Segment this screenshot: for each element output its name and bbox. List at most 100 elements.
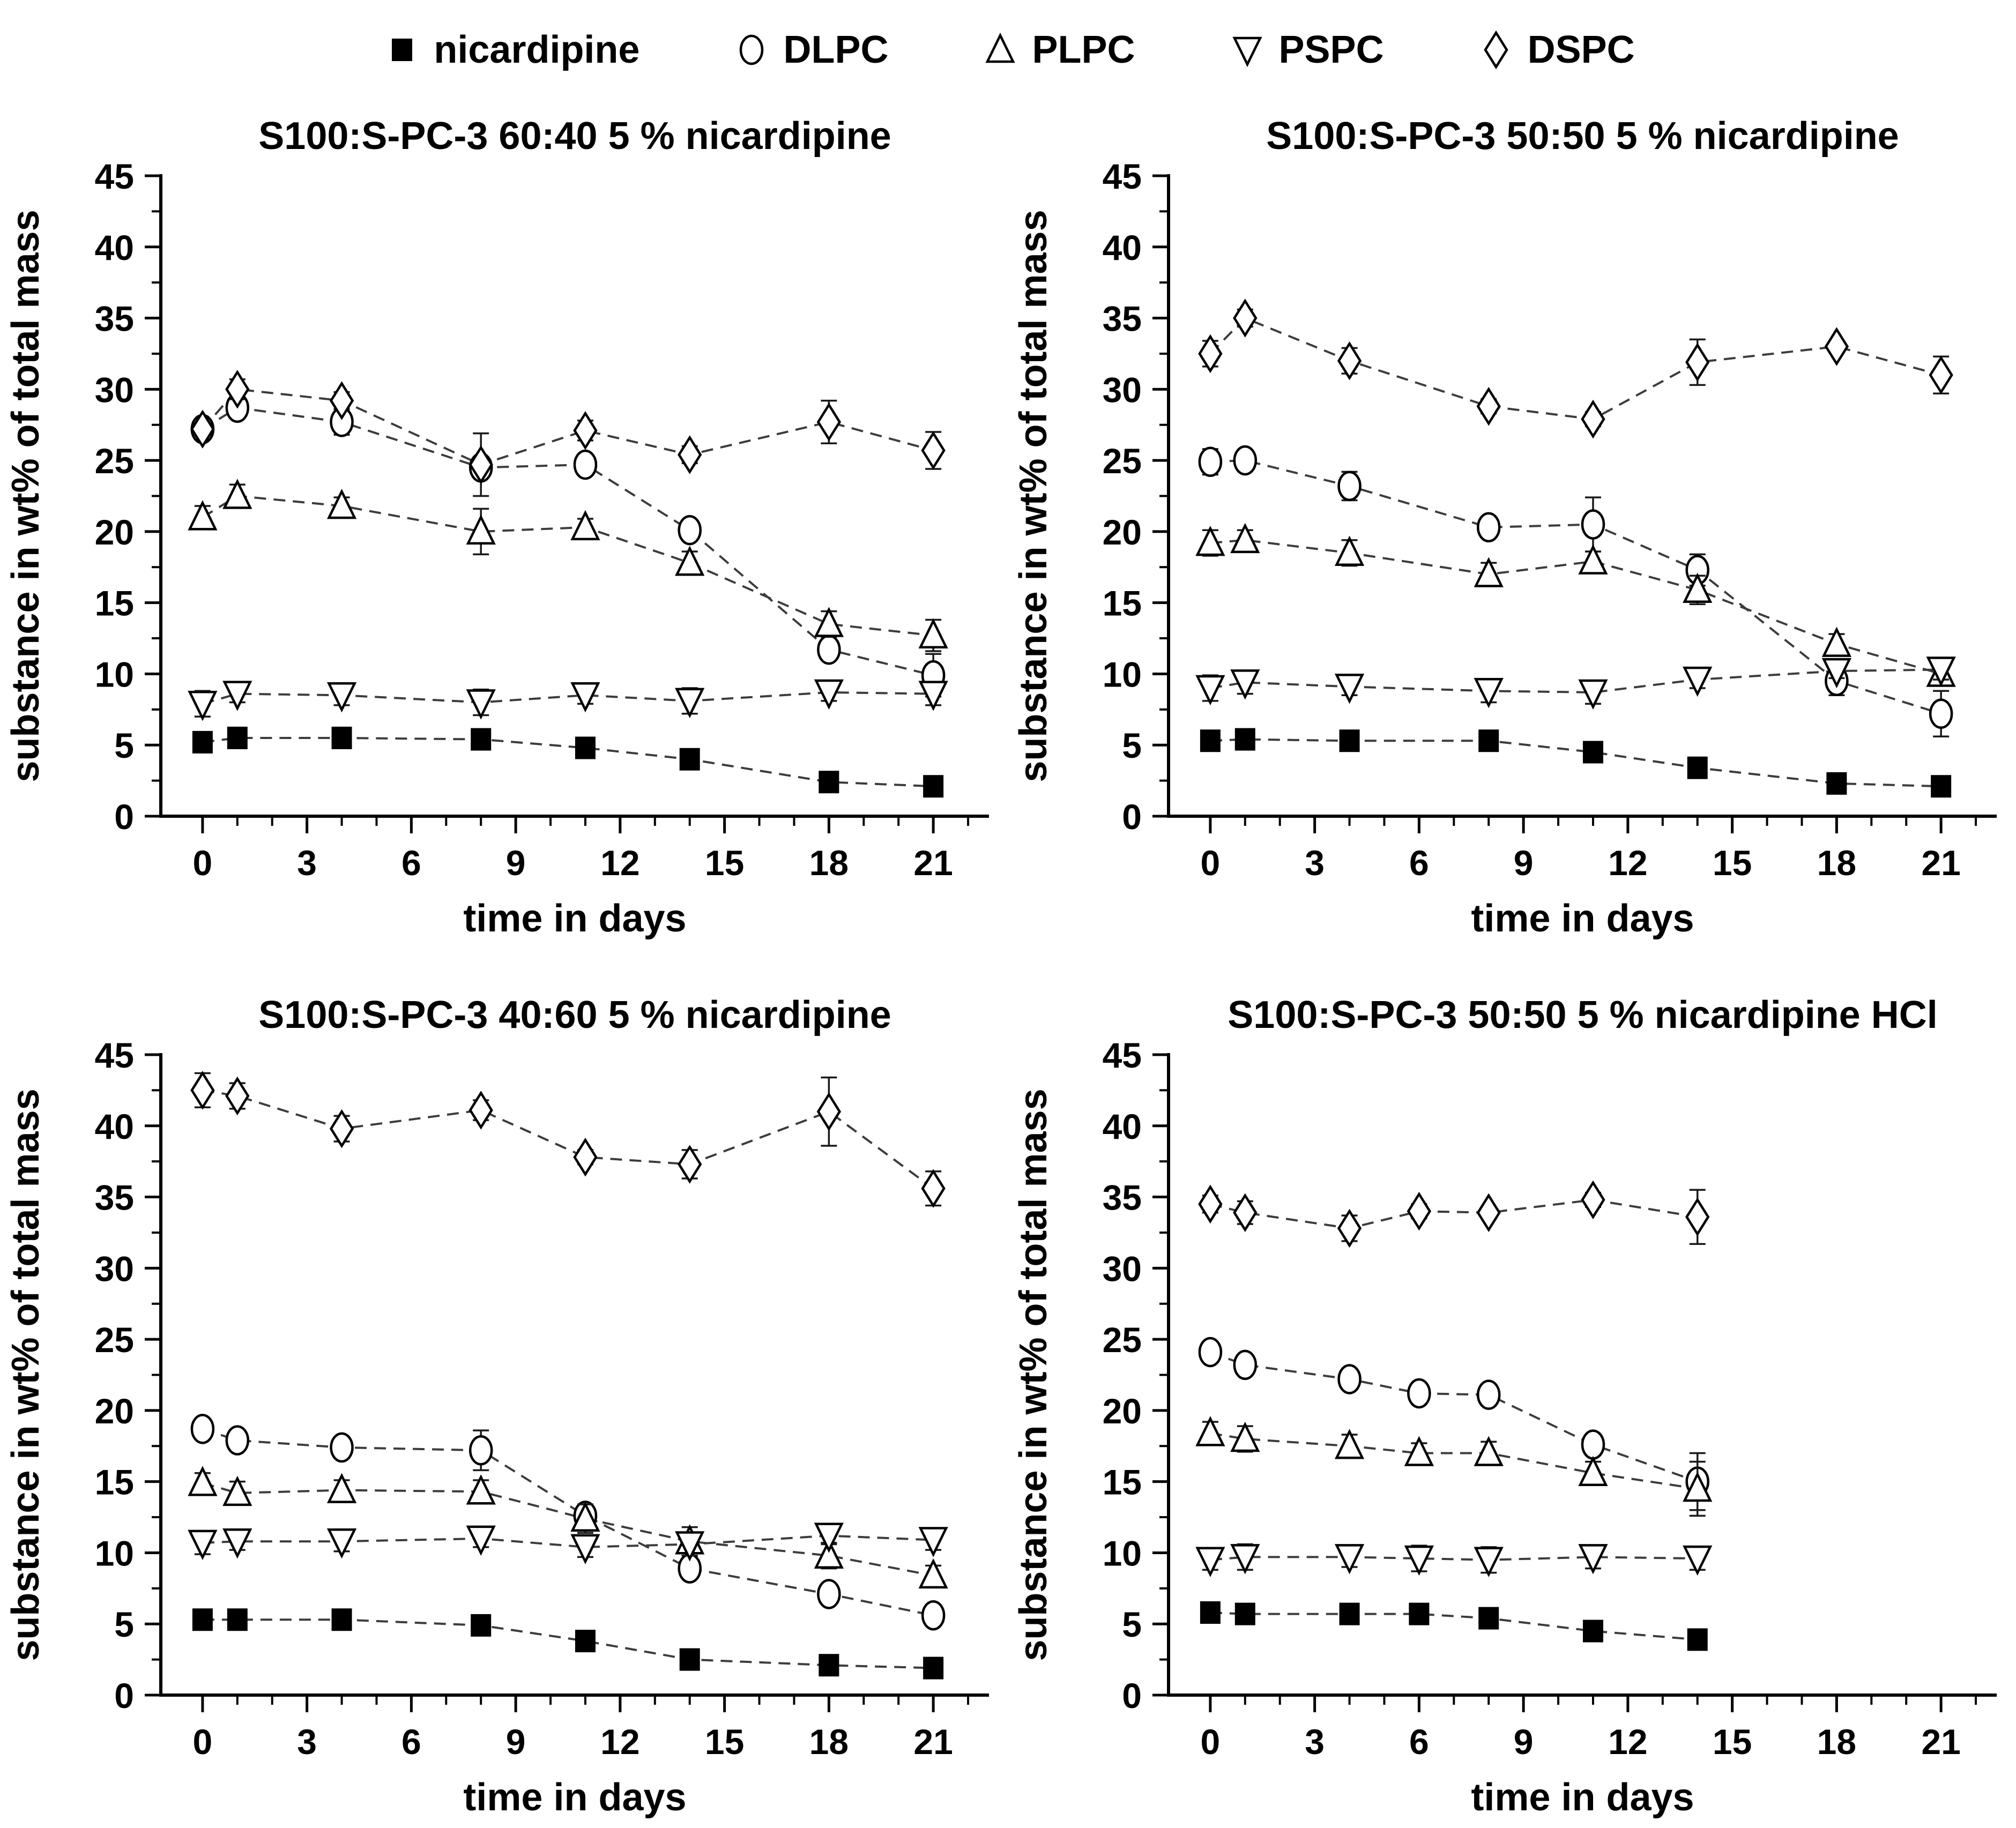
- square-filled-marker: [923, 1657, 944, 1680]
- series-line-nicardipine: [202, 1618, 934, 1669]
- y-tick-label: 10: [1103, 654, 1142, 694]
- square-filled-marker: [1234, 1602, 1255, 1625]
- diamond-open-marker: [573, 1137, 598, 1177]
- series-line-DLPC: [1210, 459, 1941, 715]
- y-tick-label: 30: [95, 1249, 134, 1288]
- square-filled-marker: [1687, 756, 1708, 779]
- x-axis-label: time in days: [1471, 1776, 1694, 1819]
- circle-open-marker: [330, 1432, 354, 1463]
- triangle-down-open-marker: [675, 688, 705, 719]
- triangle-up-open-marker: [1334, 535, 1365, 566]
- square-filled-marker: [1582, 1620, 1603, 1643]
- series-DSPC: [190, 370, 946, 497]
- triangle-down-open-marker: [466, 1525, 496, 1556]
- series-line-nicardipine: [1210, 738, 1941, 788]
- legend-label: PLPC: [1032, 28, 1135, 71]
- square-filled-marker: [1409, 1602, 1430, 1625]
- x-tick-label: 3: [1305, 1722, 1325, 1762]
- triangle-down-open-marker: [1404, 1545, 1434, 1576]
- triangle-up-open-glyph: [985, 32, 1016, 63]
- triangle-up-open-marker: [222, 1475, 252, 1506]
- chart-svg: S100:S-PC-3 50:50 5 % nicardipine 0 5 10 15 2…: [1012, 115, 1997, 940]
- series-line-DLPC: [1210, 1351, 1698, 1483]
- y-tick-label: 5: [1122, 726, 1142, 765]
- y-tick-label: 45: [95, 156, 134, 196]
- x-tick-label: 9: [1514, 843, 1534, 883]
- circle-open-marker: [1233, 445, 1258, 476]
- y-axis-label: substance in wt% of total mass: [1012, 1088, 1055, 1661]
- diamond-open-marker: [1407, 1191, 1432, 1231]
- diamond-open-marker: [921, 431, 946, 470]
- legend-item-PSPC: PSPC: [1226, 29, 1384, 71]
- square-filled-icon: [392, 39, 413, 61]
- x-tick-label: 21: [1921, 843, 1960, 883]
- diamond-open-marker: [573, 411, 598, 450]
- square-filled-marker: [575, 736, 596, 759]
- triangle-down-open-marker: [918, 681, 948, 711]
- x-tick-label: 3: [1305, 843, 1325, 883]
- series-line-DSPC: [202, 388, 934, 466]
- triangle-down-open-marker: [1683, 666, 1713, 697]
- legend-label: DSPC: [1527, 28, 1635, 71]
- x-tick-label: 18: [1817, 1722, 1856, 1762]
- triangle-up-open-marker: [918, 1558, 948, 1589]
- chart-panel-top-left: S100:S-PC-3 60:40 5 % nicardipine 0 5 10 15 2…: [0, 95, 1008, 942]
- y-tick-label: 15: [95, 1463, 134, 1502]
- square-filled-marker: [1200, 729, 1221, 752]
- triangle-up-open-marker: [814, 1538, 844, 1569]
- y-tick-label: 40: [95, 228, 134, 267]
- triangle-down-open-marker: [570, 682, 600, 713]
- series-line-DSPC: [202, 1089, 934, 1190]
- y-tick-label: 10: [1103, 1533, 1142, 1573]
- triangle-up-open-marker: [1230, 523, 1260, 554]
- chart-panel-bottom-right: S100:S-PC-3 50:50 5 % nicardipine HCl 0 5 1…: [1008, 974, 2016, 1821]
- triangle-down-open-marker: [918, 1527, 948, 1557]
- series-DSPC: [190, 1071, 946, 1208]
- x-tick-label: 0: [193, 1722, 213, 1762]
- diamond-open-marker: [1337, 1208, 1362, 1248]
- y-tick-label: 10: [95, 1533, 134, 1573]
- x-tick-label: 21: [913, 1722, 953, 1762]
- y-tick-label: 30: [1103, 1249, 1142, 1288]
- triangle-down-open-marker: [1230, 669, 1260, 700]
- series-DLPC: [190, 1414, 946, 1631]
- y-tick-label: 35: [1103, 1178, 1142, 1218]
- triangle-down-open-marker: [1334, 1544, 1365, 1575]
- series-PLPC: [188, 479, 948, 652]
- series-line-PLPC: [202, 1482, 934, 1577]
- diamond-open-marker: [678, 1145, 702, 1184]
- y-tick-label: 25: [1103, 1320, 1142, 1360]
- axes: [159, 1053, 989, 1697]
- square-filled-marker: [1200, 1601, 1221, 1624]
- y-tick-label: 35: [1103, 299, 1142, 339]
- axes: [1167, 174, 1997, 818]
- y-axis-label: substance in wt% of total mass: [1012, 210, 1055, 782]
- circle-open-marker: [1581, 1429, 1605, 1460]
- y-tick-label: 10: [95, 654, 134, 694]
- x-tick-label: 12: [1608, 843, 1647, 883]
- triangle-down-open-marker: [1474, 678, 1504, 708]
- tick-labels: 0 5 10 15 20 25 30 35 40 45 0 3 6 9 12 15 18 21: [95, 156, 953, 883]
- y-tick-label: 35: [95, 1178, 134, 1218]
- circle-open-marker: [190, 1414, 215, 1444]
- x-tick-label: 12: [600, 1722, 639, 1762]
- diamond-open-marker: [678, 435, 702, 474]
- square-filled-marker: [1826, 772, 1847, 795]
- x-tick-label: 9: [1514, 1722, 1534, 1762]
- axes: [159, 174, 989, 818]
- y-tick-label: 30: [95, 370, 134, 409]
- y-tick-label: 35: [95, 299, 134, 339]
- square-filled-marker: [1478, 729, 1499, 752]
- diamond-open-marker: [1685, 1197, 1710, 1236]
- square-filled-marker: [471, 1614, 492, 1637]
- chart-title: S100:S-PC-3 50:50 5 % nicardipine: [1266, 115, 1899, 158]
- x-tick-label: 21: [913, 843, 953, 883]
- square-filled-marker: [1339, 1602, 1360, 1625]
- triangle-down-open-marker: [814, 679, 844, 710]
- triangle-down-open-marker: [326, 682, 357, 713]
- triangle-down-open-marker: [1926, 656, 1956, 687]
- legend-item-PLPC: PLPC: [979, 29, 1135, 71]
- diamond-open-marker: [1929, 355, 1953, 395]
- chart-title: S100:S-PC-3 40:60 5 % nicardipine: [258, 994, 891, 1036]
- series-line-PSPC: [202, 691, 934, 705]
